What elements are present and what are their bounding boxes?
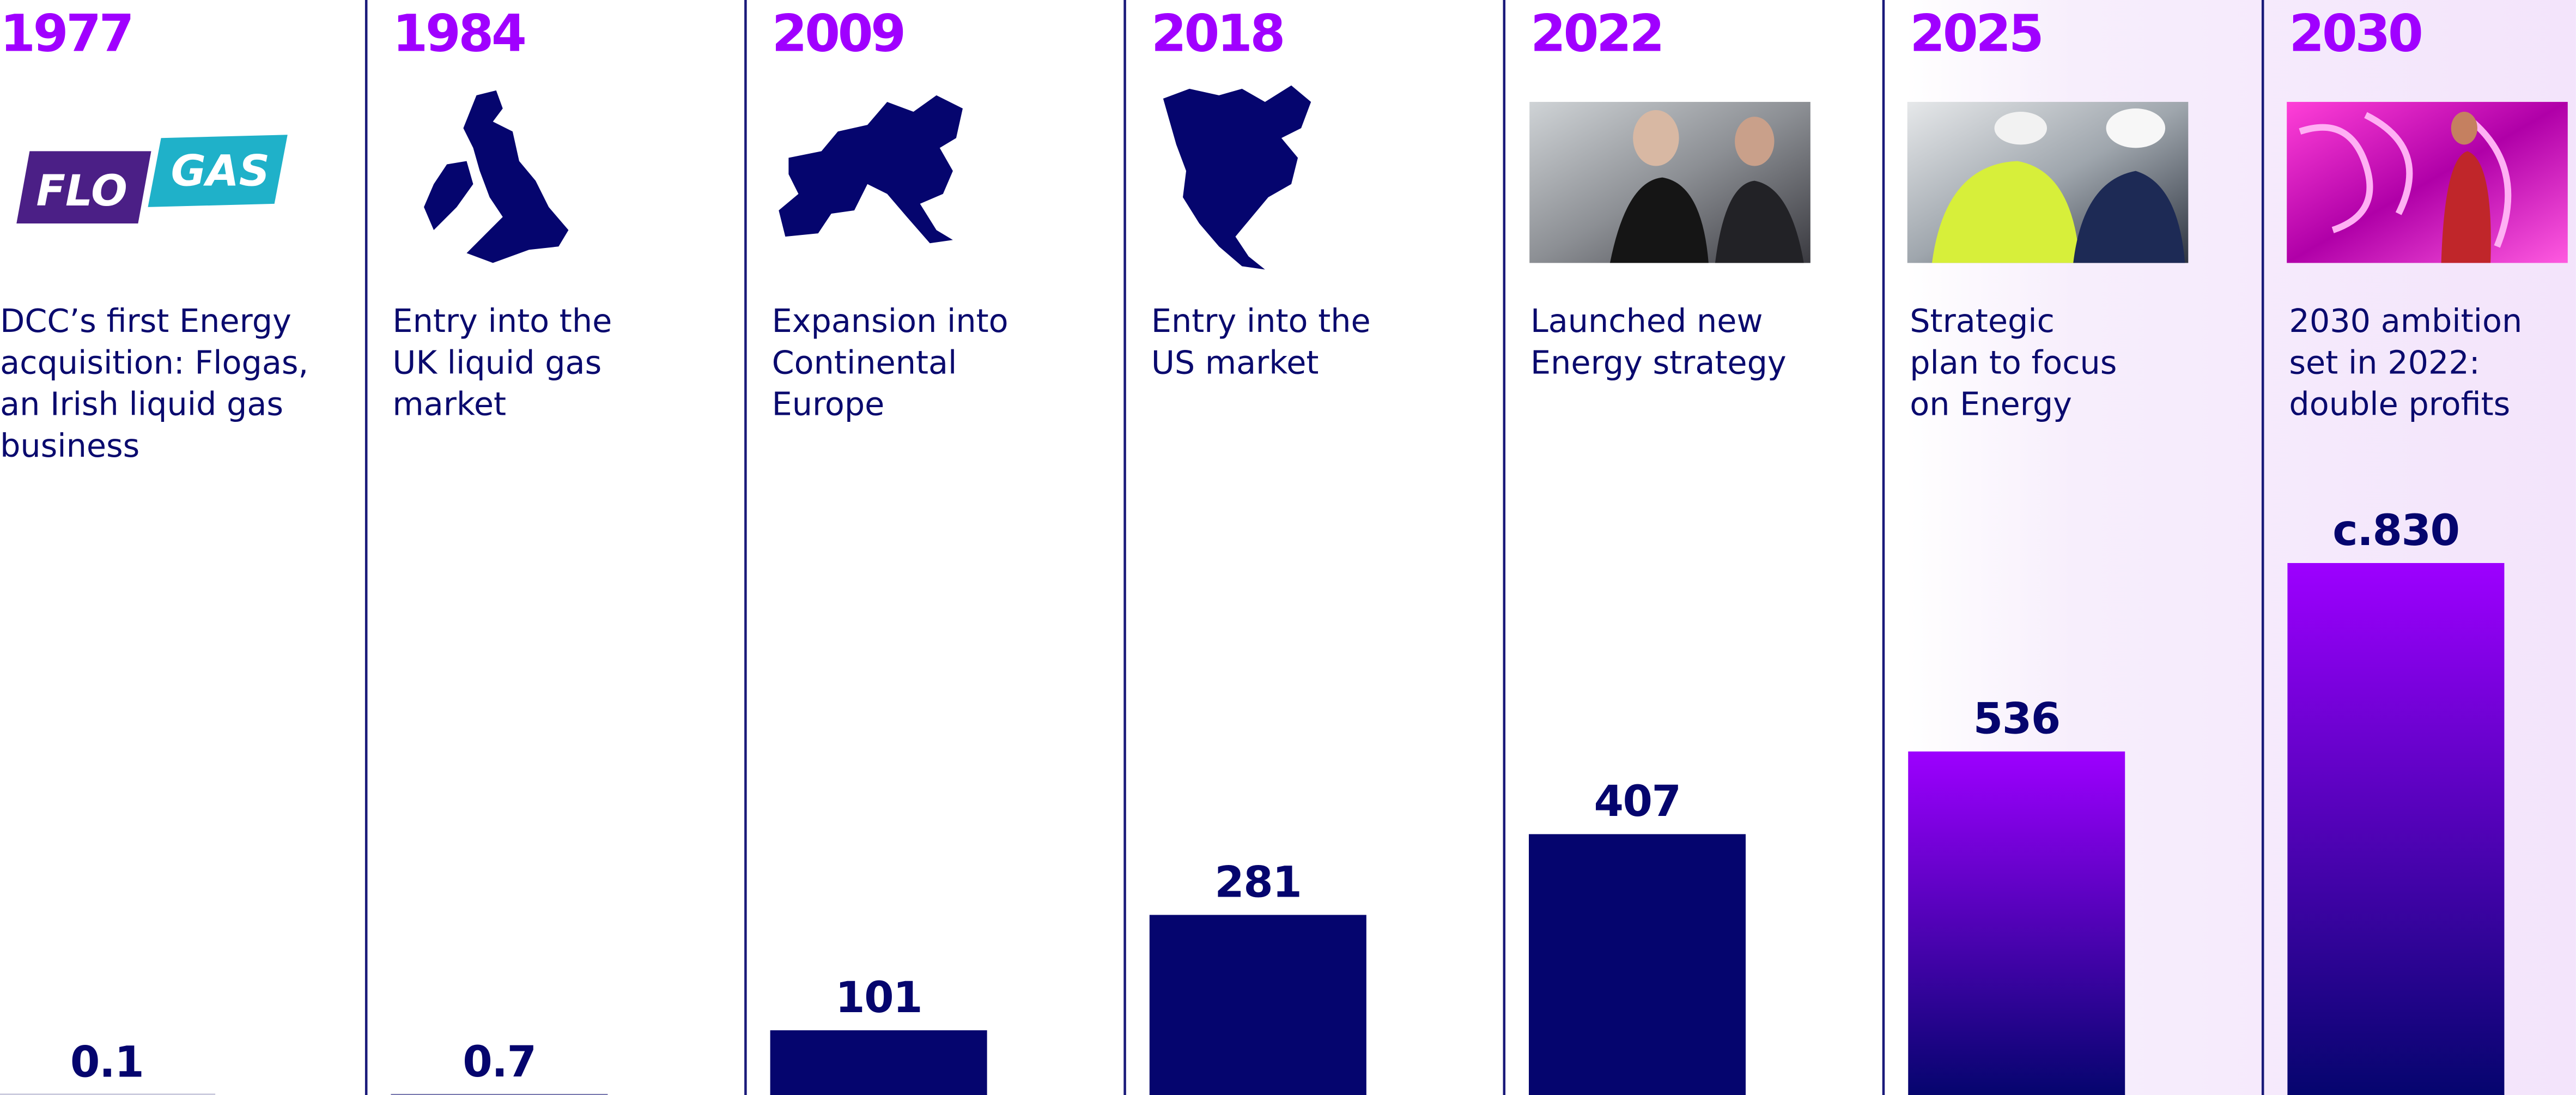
north-america-map: [1163, 85, 1311, 270]
description-line: Europe: [772, 385, 885, 423]
description-line: UK liquid gas: [392, 343, 602, 381]
description-line: 2030 ambition: [2289, 302, 2522, 340]
value-label: 536: [1973, 694, 2060, 744]
value-label: 0.7: [463, 1037, 536, 1087]
description-line: Continental: [772, 343, 957, 381]
description-line: double profits: [2289, 385, 2510, 423]
europe-map: [779, 95, 963, 244]
year-label: 2022: [1530, 4, 1662, 63]
description-line: Launched new: [1530, 302, 1763, 340]
description-line: Entry into the: [1151, 302, 1371, 340]
bar: [2287, 562, 2505, 1095]
description-line: DCC’s first Energy: [0, 302, 291, 340]
bar: [1149, 915, 1366, 1095]
value-label: c.830: [2332, 506, 2459, 555]
description-line: US market: [1151, 343, 1319, 381]
year-label: 1984: [392, 4, 525, 63]
description-line: on Energy: [1910, 385, 2072, 423]
description-line: Energy strategy: [1530, 343, 1787, 381]
description-line: business: [0, 427, 139, 464]
photo-2025: [1907, 101, 2189, 263]
description-line: Entry into the: [392, 302, 612, 340]
flogas-logo: FLO GAS: [16, 135, 288, 224]
description-line: acquisition: Flogas,: [0, 343, 308, 381]
bar: [1529, 834, 1746, 1095]
description-line: Expansion into: [772, 302, 1008, 340]
logo-text: FLO: [36, 166, 127, 216]
year-label: 2030: [2289, 4, 2421, 63]
logo-text: GAS: [171, 147, 270, 196]
photo-2022: [1529, 101, 1811, 263]
description-line: an Irish liquid gas: [0, 385, 283, 423]
bar: [770, 1030, 987, 1095]
description-line: plan to focus: [1910, 343, 2117, 381]
year-label: 2009: [772, 4, 904, 63]
description-line: market: [392, 385, 506, 423]
logo-left-shape: [16, 151, 151, 224]
year-label: 2025: [1910, 4, 2042, 63]
photo-2030: [2287, 101, 2568, 263]
year-label: 2018: [1151, 4, 1283, 63]
logo-right-shape: [148, 135, 288, 207]
value-label: 407: [1594, 777, 1680, 826]
value-label: 281: [1214, 857, 1301, 907]
value-label: 0.1: [70, 1038, 143, 1087]
description-line: Strategic: [1910, 302, 2055, 340]
description-line: set in 2022:: [2289, 343, 2480, 381]
uk-map: [424, 90, 569, 263]
year-label: 1977: [0, 4, 132, 63]
bar: [1908, 751, 2125, 1095]
value-label: 101: [835, 973, 922, 1023]
